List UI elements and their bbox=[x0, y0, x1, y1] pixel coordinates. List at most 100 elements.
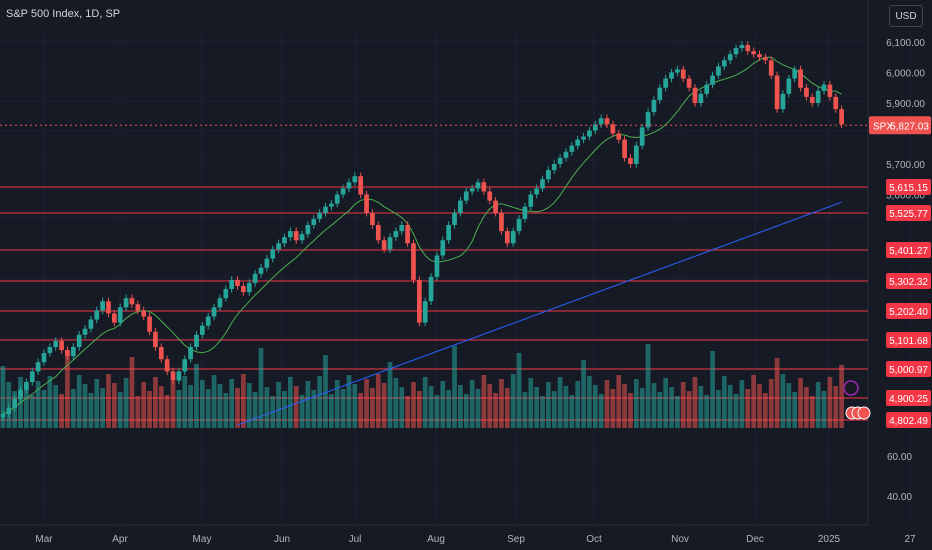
volume-bar bbox=[211, 375, 217, 428]
candle-body bbox=[774, 75, 780, 110]
volume-bar bbox=[622, 384, 627, 428]
volume-bar bbox=[604, 380, 610, 428]
volume-bar bbox=[141, 382, 147, 428]
volume-bar bbox=[739, 380, 745, 428]
volume-bar bbox=[616, 375, 622, 428]
volume-bar bbox=[493, 393, 498, 428]
volume-bar bbox=[387, 362, 393, 428]
candle-body bbox=[129, 298, 135, 305]
volume-bar bbox=[487, 384, 493, 428]
candle-body bbox=[41, 353, 47, 363]
candle-body bbox=[334, 194, 340, 204]
volume-bar bbox=[821, 391, 827, 428]
candle-body bbox=[721, 60, 727, 67]
candle-body bbox=[182, 359, 188, 372]
volume-bar bbox=[516, 353, 522, 428]
level-tag bbox=[886, 273, 931, 289]
volume-bar bbox=[551, 391, 557, 428]
candle-body bbox=[798, 69, 803, 88]
volume-bar bbox=[827, 377, 833, 428]
volume-bar bbox=[704, 395, 710, 428]
candle-body bbox=[534, 188, 539, 195]
candle-body bbox=[70, 347, 76, 357]
last-price-tag bbox=[869, 116, 931, 135]
level-label: 5,202.40 bbox=[889, 307, 928, 318]
last-price-symbol: SPX bbox=[873, 121, 893, 132]
candle-body bbox=[487, 191, 493, 201]
candle-body bbox=[551, 164, 557, 171]
candle-body bbox=[540, 179, 545, 189]
candle-body bbox=[821, 84, 827, 91]
candle-body bbox=[6, 408, 12, 415]
ma-fast-line bbox=[2, 56, 842, 415]
volume-bar bbox=[106, 374, 111, 428]
candle-body bbox=[135, 304, 141, 311]
candle-body bbox=[757, 54, 762, 58]
candle-body bbox=[241, 286, 246, 293]
candle-body bbox=[276, 243, 281, 250]
candle-body bbox=[698, 93, 704, 103]
candle-body bbox=[35, 362, 41, 372]
candle-body bbox=[546, 170, 551, 180]
time-tick-label: Nov bbox=[671, 534, 689, 545]
candle-body bbox=[24, 382, 29, 390]
volume-bar bbox=[651, 383, 657, 428]
candle-body bbox=[581, 136, 586, 140]
currency-button[interactable]: USD bbox=[889, 5, 923, 27]
volume-bar bbox=[416, 391, 422, 428]
volume-bar bbox=[346, 375, 352, 428]
candle-body bbox=[428, 276, 434, 302]
level-label: 5,615.15 bbox=[889, 183, 928, 194]
level-tag bbox=[886, 412, 931, 428]
volume-bar bbox=[299, 395, 305, 428]
volume-bar bbox=[727, 385, 733, 428]
candle-body bbox=[329, 203, 334, 207]
candle-body bbox=[522, 206, 528, 219]
candle-body bbox=[158, 347, 164, 360]
volume-bar bbox=[252, 392, 258, 428]
candle-body bbox=[458, 200, 463, 213]
candle-body bbox=[411, 243, 416, 280]
volume-bar bbox=[751, 375, 756, 428]
candle-body bbox=[199, 325, 205, 335]
level-tag bbox=[886, 205, 931, 221]
volume-bar bbox=[710, 351, 715, 428]
volume-bar bbox=[287, 377, 293, 428]
volume-bar bbox=[370, 388, 375, 428]
volume-bar bbox=[293, 386, 299, 428]
volume-bar bbox=[217, 384, 223, 428]
candle-body bbox=[628, 157, 633, 164]
level-label: 5,401.27 bbox=[889, 246, 928, 257]
volume-bar bbox=[592, 385, 598, 428]
candle-body bbox=[804, 87, 809, 97]
candle-body bbox=[422, 301, 428, 323]
candle-body bbox=[663, 78, 669, 88]
volume-bar bbox=[569, 395, 575, 428]
volume-bar bbox=[540, 396, 545, 428]
volume-bar bbox=[29, 395, 35, 428]
candle-body bbox=[516, 218, 522, 232]
level-label: 5,000.97 bbox=[889, 365, 928, 376]
candle-body bbox=[88, 319, 94, 329]
candle-body bbox=[792, 69, 798, 79]
candle-body bbox=[112, 313, 117, 323]
volume-bar bbox=[499, 379, 504, 428]
volume-bar bbox=[311, 390, 317, 428]
dividend-marker-icon bbox=[857, 406, 871, 420]
volume-bar bbox=[70, 389, 76, 428]
time-tick-label: Dec bbox=[746, 534, 764, 545]
candle-body bbox=[416, 279, 422, 323]
volume-bar bbox=[334, 380, 340, 428]
volume-bar bbox=[798, 378, 803, 428]
volume-bar bbox=[804, 387, 809, 428]
candle-body bbox=[399, 225, 405, 232]
candle-body bbox=[704, 84, 710, 94]
volume-bar bbox=[147, 391, 152, 428]
candle-body bbox=[82, 328, 88, 335]
candle-body bbox=[211, 307, 217, 317]
volume-bar bbox=[663, 378, 669, 428]
volume-bar bbox=[587, 376, 592, 428]
volume-bar bbox=[780, 374, 786, 428]
volume-bar bbox=[446, 390, 452, 428]
